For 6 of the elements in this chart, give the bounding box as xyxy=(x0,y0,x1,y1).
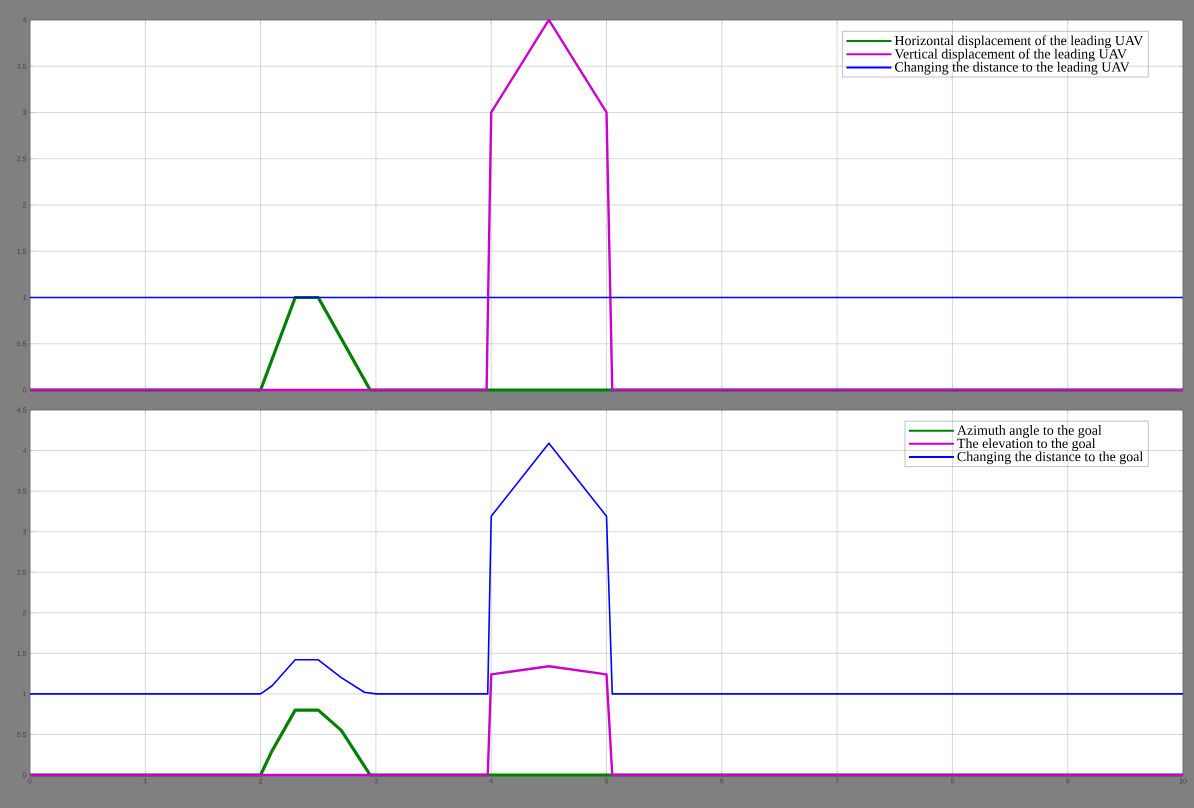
legend-label: Horizontal displacement of the leading UAV xyxy=(894,35,1144,49)
legend-label: Changing the distance to the goal xyxy=(957,451,1143,465)
legend-label: Vertical displacement of the leading UAV xyxy=(894,48,1127,62)
legend-label: Azimuth angle to the goal xyxy=(957,425,1102,438)
legend-label: Changing the distance to the leading UAV xyxy=(895,61,1130,75)
legend-label: The elevation to the goal xyxy=(957,438,1096,451)
